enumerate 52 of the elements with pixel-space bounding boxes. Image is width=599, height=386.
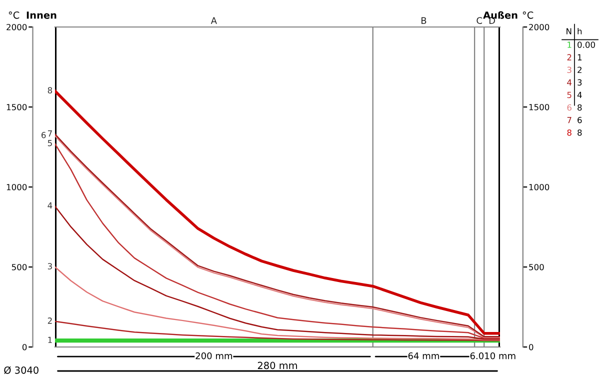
- series-label: 7: [48, 130, 52, 136]
- text: A: [210, 17, 217, 24]
- text: Innen: [26, 12, 56, 19]
- text: Ø 3040: [4, 366, 38, 374]
- y-tick-label: 1500: [6, 104, 27, 110]
- text: 4: [567, 79, 572, 86]
- text: 6: [567, 104, 572, 111]
- text: 8: [567, 129, 572, 136]
- text: 6.0: [470, 352, 484, 360]
- text: N: [566, 28, 572, 34]
- line-series: [55, 266, 500, 340]
- y2-tick-label: 1500: [529, 104, 550, 110]
- line-series: [55, 320, 500, 342]
- series-label: 5: [48, 140, 52, 146]
- text: 3: [567, 66, 572, 74]
- text: 280 mm: [258, 362, 297, 370]
- line-series: [55, 90, 500, 335]
- y2-tick-label: 1000: [529, 184, 550, 190]
- text: 3: [578, 79, 582, 86]
- series-label: 4: [48, 202, 52, 208]
- y-axis-title: °C: [8, 11, 20, 19]
- y-tick-label: 500: [12, 264, 27, 270]
- text: 8: [578, 104, 582, 111]
- y-tick-label: 0: [22, 344, 27, 350]
- y2-axis-title: °C: [522, 11, 534, 19]
- series-label: 1: [48, 336, 52, 343]
- text: 200 mm: [196, 352, 232, 360]
- y2-tick-label: 2000: [529, 24, 550, 30]
- text: 6: [578, 116, 582, 124]
- series-label: 6: [42, 132, 46, 138]
- text: 2: [567, 54, 572, 60]
- text: 8: [578, 129, 582, 136]
- text: h: [578, 28, 582, 34]
- text: 10 mm: [485, 352, 516, 360]
- text: 0.00: [578, 42, 595, 48]
- text: 64 mm: [408, 352, 439, 360]
- series-label: 2: [48, 318, 52, 324]
- text: 1: [568, 42, 572, 48]
- y2-tick-label: 500: [529, 264, 544, 270]
- text: B: [422, 17, 426, 24]
- text: 4: [577, 92, 582, 98]
- y-tick-label: 1000: [6, 184, 27, 190]
- series-label: 8: [48, 87, 52, 94]
- text: C: [476, 17, 482, 24]
- y2-tick-label: 0: [529, 344, 534, 350]
- text: 5: [567, 92, 572, 98]
- series-label: 3: [48, 263, 52, 270]
- text: 2: [578, 66, 582, 73]
- text: Außen: [483, 11, 518, 19]
- text: 1: [578, 54, 582, 60]
- y-tick-label: 2000: [6, 24, 27, 30]
- text: 7: [567, 117, 572, 124]
